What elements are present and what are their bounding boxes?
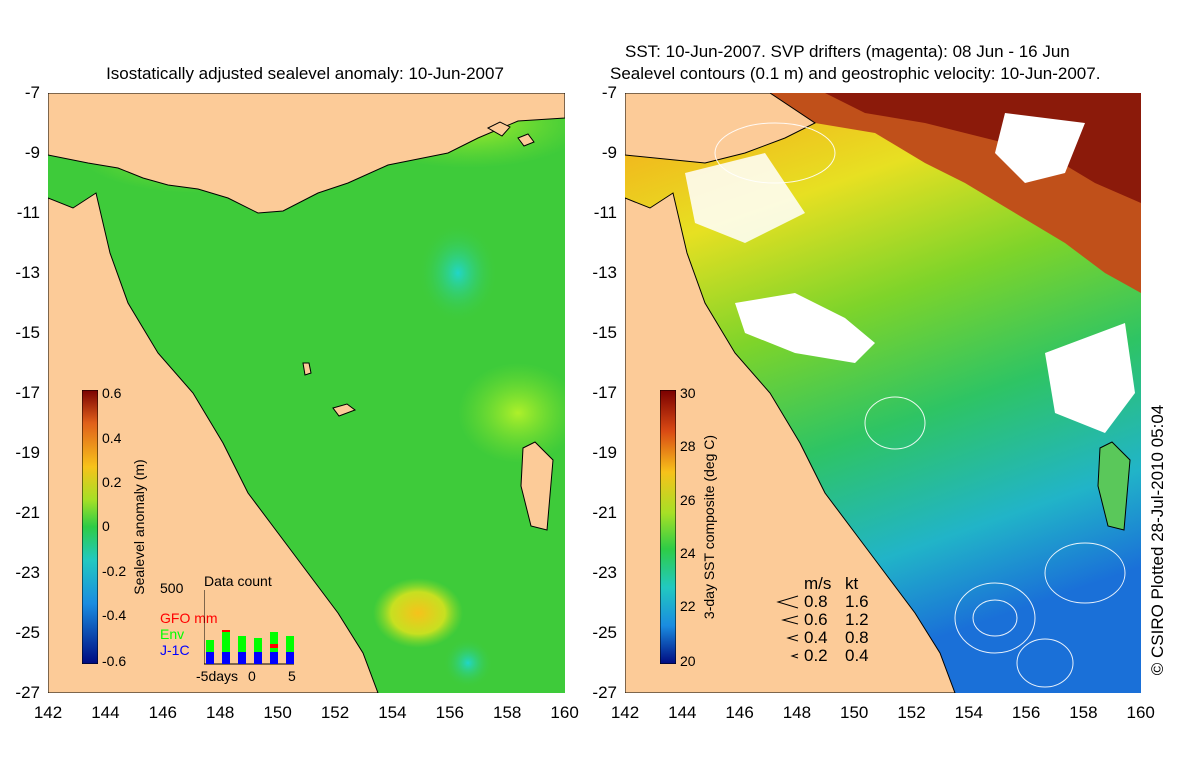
velocity-legend-arrows [776, 595, 799, 659]
sst-tick-1: 28 [680, 438, 696, 454]
data-count-series-j1c: J-1C [160, 642, 190, 658]
sl-tick-6: -0.6 [102, 653, 127, 669]
velocity-legend-ms-1: 0.6 [804, 610, 828, 629]
sealevel-anomaly-map [48, 93, 565, 693]
velocity-legend-kt-2: 0.8 [845, 628, 869, 647]
y-tick-label: -21 [592, 503, 617, 522]
data-count-series-env: Env [160, 626, 185, 642]
y-tick-label: -7 [601, 83, 617, 102]
x-tick-label: 152 [320, 703, 350, 722]
y-tick-label: -13 [15, 263, 40, 282]
sst-map [625, 93, 1141, 693]
x-tick-label: 144 [91, 703, 120, 722]
x-tick-label: 158 [493, 703, 522, 722]
sst-colorbar [660, 390, 676, 664]
x-tick-label: 158 [1069, 703, 1098, 722]
sst-tick-0: 30 [680, 385, 696, 401]
x-tick-label: 142 [610, 703, 640, 722]
y-tick-label: -15 [15, 323, 40, 342]
sst-tick-3: 24 [680, 545, 696, 561]
sl-tick-0: 0.6 [102, 385, 122, 401]
y-tick-label: -11 [593, 203, 617, 222]
data-count-title: Data count [204, 573, 272, 589]
x-tick-label: 160 [1126, 703, 1155, 722]
data-count-x-mid: 0 [248, 668, 256, 684]
left-panel-title: Isostatically adjusted sealevel anomaly:… [106, 64, 504, 83]
velocity-legend-header-kt: kt [845, 574, 859, 593]
x-tick-label: 156 [1011, 703, 1041, 722]
y-tick-label: -7 [24, 83, 40, 102]
y-tick-label: -25 [592, 623, 617, 642]
sl-tick-4: -0.2 [102, 563, 127, 579]
sl-tick-3: 0 [102, 518, 110, 534]
sealevel-colorbar-label: Sealevel anomaly (m) [131, 459, 147, 595]
velocity-legend-header-ms: m/s [804, 574, 832, 593]
x-tick-label: 150 [263, 703, 292, 722]
y-tick-label: -21 [15, 503, 40, 522]
y-tick-label: -23 [15, 563, 40, 582]
sst-colorbar-label: 3-day SST composite (deg C) [701, 434, 717, 620]
velocity-legend-kt-0: 1.6 [845, 592, 869, 611]
x-tick-label: 148 [206, 703, 235, 722]
sst-tick-4: 22 [680, 598, 696, 614]
y-tick-label: -17 [15, 383, 40, 402]
data-count-series-gfo: GFO mm [160, 610, 218, 626]
x-tick-label: 154 [378, 703, 407, 722]
right-panel-title-line2: Sealevel contours (0.1 m) and geostrophi… [610, 64, 1101, 83]
y-tick-label: -19 [592, 443, 617, 462]
y-tick-label: -11 [16, 203, 40, 222]
x-tick-label: 142 [33, 703, 63, 722]
data-count-x-left: -5days [196, 668, 239, 684]
data-count-max: 500 [160, 580, 184, 596]
y-tick-label: -23 [592, 563, 617, 582]
sealevel-colorbar [82, 390, 98, 664]
sst-tick-5: 20 [680, 653, 696, 669]
velocity-legend-ms-0: 0.8 [804, 592, 828, 611]
x-tick-label: 154 [954, 703, 983, 722]
x-tick-label: 156 [435, 703, 464, 722]
credit-text: © CSIRO Plotted 28-Jul-2010 05:04 [1148, 404, 1167, 676]
sl-tick-2: 0.2 [102, 474, 122, 490]
velocity-legend-kt-3: 0.4 [845, 646, 869, 665]
y-tick-label: -27 [592, 683, 617, 702]
velocity-legend-kt-1: 1.2 [845, 610, 869, 629]
sl-tick-5: -0.4 [102, 607, 127, 623]
sst-tick-2: 26 [680, 492, 696, 508]
y-tick-label: -25 [15, 623, 40, 642]
y-tick-label: -9 [601, 143, 617, 162]
y-tick-label: -13 [592, 263, 617, 282]
right-panel-title-line1: SST: 10-Jun-2007. SVP drifters (magenta)… [625, 42, 1070, 61]
x-tick-label: 148 [782, 703, 812, 722]
x-tick-label: 160 [550, 703, 579, 722]
y-tick-label: -17 [592, 383, 617, 402]
y-tick-label: -27 [15, 683, 40, 702]
data-count-bars [204, 590, 294, 665]
velocity-legend-ms-3: 0.2 [804, 646, 828, 665]
x-tick-label: 144 [668, 703, 697, 722]
x-tick-label: 152 [897, 703, 926, 722]
y-tick-label: -9 [24, 143, 40, 162]
y-tick-label: -15 [592, 323, 617, 342]
x-tick-label: 150 [840, 703, 869, 722]
velocity-legend-ms-2: 0.4 [804, 628, 828, 647]
sl-tick-1: 0.4 [102, 430, 122, 446]
x-tick-label: 146 [725, 703, 754, 722]
x-tick-label: 146 [148, 703, 177, 722]
y-tick-label: -19 [15, 443, 40, 462]
data-count-x-right: 5 [288, 668, 296, 684]
